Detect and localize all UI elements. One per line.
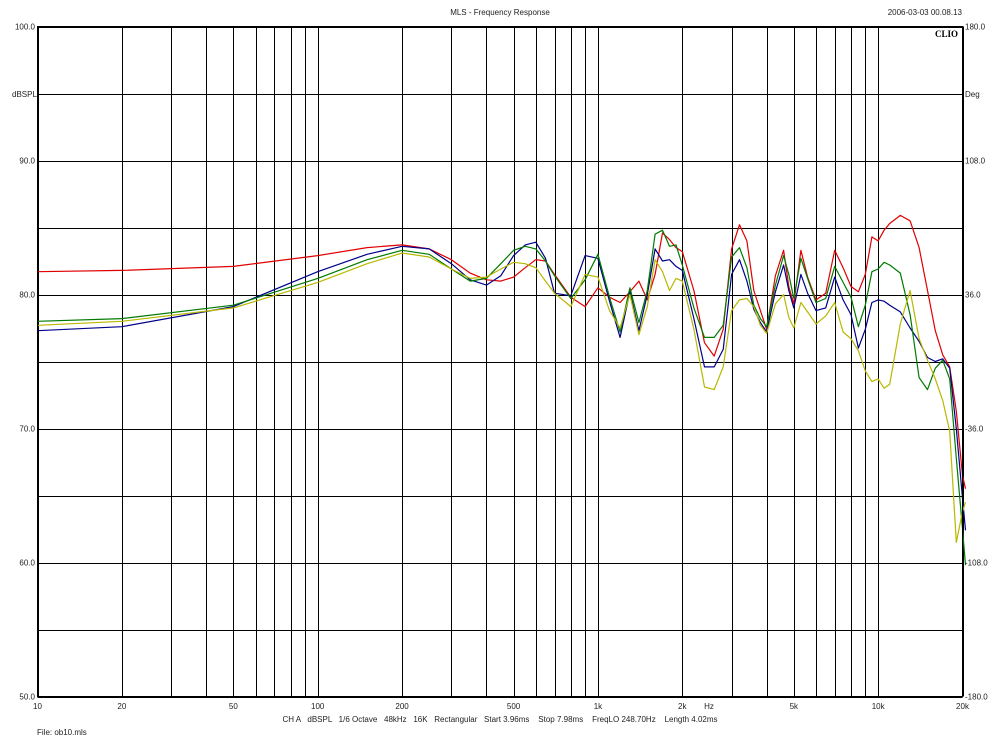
y-tick-label-left: 60.0 [19, 559, 35, 568]
response-trace [37, 214, 967, 489]
y-tick-label-left: 100.0 [15, 23, 36, 32]
x-tick-label: 20k [956, 702, 970, 711]
chart-title: MLS - Frequency Response [450, 8, 550, 17]
response-trace [37, 241, 967, 531]
x-axis-unit-label: Hz [704, 702, 714, 711]
x-tick-label: 1k [594, 702, 603, 711]
y-tick-label-right: 36.0 [965, 291, 981, 300]
response-trace [37, 252, 967, 543]
y-axis-left-label: dBSPL [12, 90, 37, 99]
x-tick-label: 100 [311, 702, 325, 711]
y-tick-label-right: -36.0 [965, 425, 984, 434]
settings-footer: CH A dBSPL 1/6 Octave 48kHz 16K Rectangu… [282, 715, 717, 724]
x-tick-label: 20 [117, 702, 126, 711]
x-tick-label: 500 [507, 702, 521, 711]
y-tick-label-right: 108.0 [965, 157, 986, 166]
response-trace [37, 229, 967, 566]
x-tick-label: 10k [872, 702, 886, 711]
x-tick-label: 5k [790, 702, 799, 711]
chart-datetime: 2006-03-03 00.08.13 [888, 8, 963, 17]
brand-label: CLIO [935, 29, 958, 39]
y-tick-label-left: 80.0 [19, 291, 35, 300]
y-axis-right-label: Deg [965, 90, 980, 99]
y-tick-label-left: 70.0 [19, 425, 35, 434]
x-tick-label: 2k [678, 702, 687, 711]
plot-frame [37, 26, 963, 697]
y-tick-label-right: 180.0 [965, 23, 986, 32]
label-layer: 10 20 50 100 200 500 1k 2k 5k 10k 20k 100.0 90.0 80.0… [15, 23, 988, 712]
x-tick-label: 50 [229, 702, 238, 711]
x-tick-label: 10 [33, 702, 42, 711]
file-name: File: ob10.mls [37, 728, 87, 737]
y-tick-label-left: 90.0 [19, 157, 35, 166]
y-tick-label-right: -108.0 [965, 559, 988, 568]
x-tick-label: 200 [395, 702, 409, 711]
trace-layer [37, 214, 967, 566]
y-tick-label-right: -180.0 [965, 693, 988, 702]
y-tick-label-left: 50.0 [19, 693, 35, 702]
grid-layer [37, 26, 964, 698]
